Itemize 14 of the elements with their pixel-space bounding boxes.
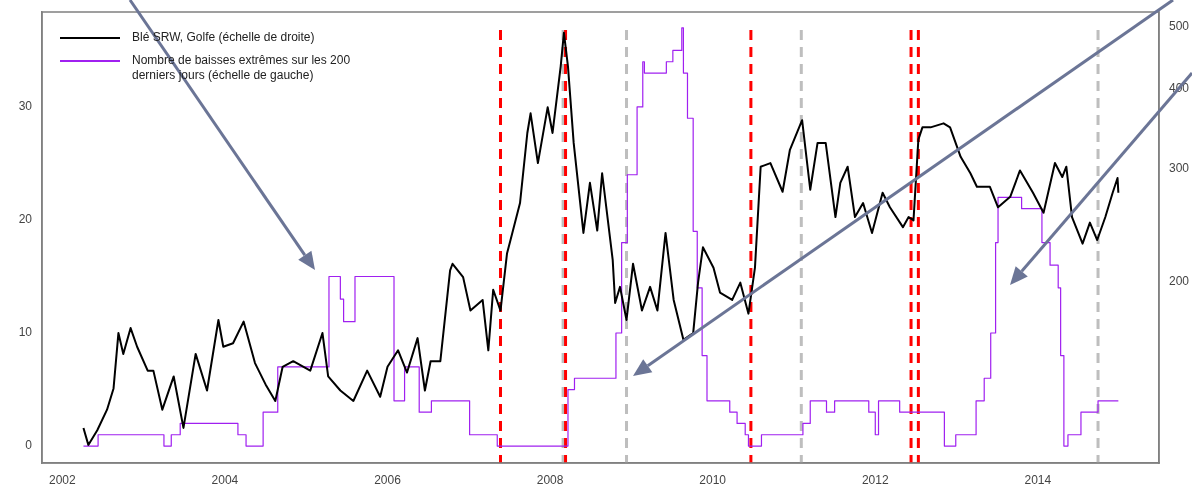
y2-tick-label: 300: [1169, 160, 1190, 175]
y2-tick-label: 200: [1169, 273, 1190, 288]
x-tick-label: 2008: [536, 472, 564, 487]
y-tick-label: 10: [18, 325, 33, 340]
x-tick-label: 2014: [1024, 472, 1052, 487]
y-tick-label: 20: [18, 212, 33, 227]
x-tick-label: 2010: [699, 472, 727, 487]
x-tick-label: 2006: [374, 472, 402, 487]
y-tick-label: 0: [25, 438, 33, 453]
x-tick-label: 2002: [48, 472, 76, 487]
x-tick-label: 2012: [861, 472, 889, 487]
y2-tick-label: 500: [1169, 18, 1190, 33]
y-tick-label: 30: [18, 99, 33, 114]
x-tick-label: 2004: [211, 472, 239, 487]
